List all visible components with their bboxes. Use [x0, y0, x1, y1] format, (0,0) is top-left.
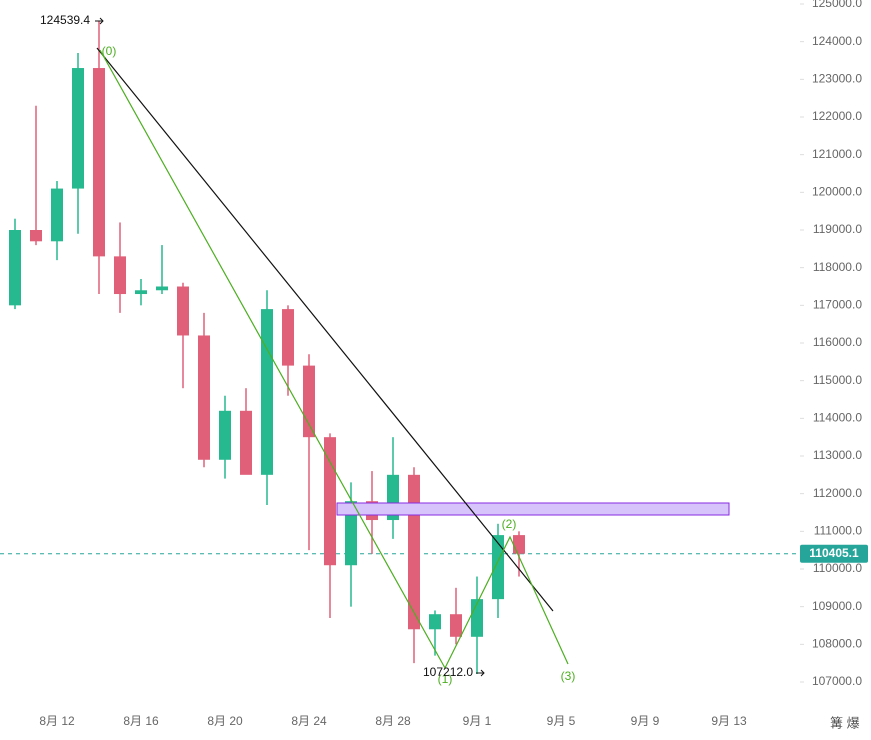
- low-annotation: 107212.0: [423, 665, 473, 679]
- x-tick-label: 8月 16: [123, 714, 159, 728]
- y-tick-label: 122000.0: [812, 109, 862, 123]
- y-tick-label: 115000.0: [813, 373, 862, 387]
- y-tick-label: 107000.0: [812, 674, 862, 688]
- y-tick-label: 114000.0: [813, 411, 862, 425]
- y-tick-label: 112000.0: [813, 486, 862, 500]
- y-tick-label: 111000.0: [814, 524, 863, 538]
- trend-line: [96, 47, 554, 612]
- y-tick-label: 125000.0: [812, 0, 862, 10]
- x-tick-label: 8月 28: [375, 714, 411, 728]
- x-tick-label: 8月 12: [39, 714, 75, 728]
- y-tick-label: 124000.0: [812, 34, 862, 48]
- y-tick-label: 116000.0: [813, 335, 862, 349]
- arrow: [476, 669, 485, 677]
- wave-label: (2): [502, 517, 517, 531]
- high-annotation: 124539.4: [40, 13, 90, 27]
- y-tick-label: 110000.0: [813, 561, 862, 575]
- y-tick-label: 123000.0: [812, 72, 862, 86]
- y-tick-label: 113000.0: [813, 448, 862, 462]
- y-tick-label: 109000.0: [812, 599, 862, 613]
- y-tick-label: 118000.0: [813, 260, 862, 274]
- wave-label: (1): [438, 672, 453, 686]
- wave-label: (0): [102, 44, 117, 58]
- x-tick-label: 9月 1: [463, 714, 492, 728]
- arrow: [95, 17, 104, 25]
- x-tick-label: 9月 5: [547, 714, 576, 728]
- last-price-label: 110405.1: [809, 546, 859, 560]
- x-tick-label: 8月 24: [291, 714, 327, 728]
- y-tick-label: 117000.0: [813, 298, 862, 312]
- resistance-zone: [336, 502, 730, 516]
- y-tick-label: 108000.0: [812, 637, 862, 651]
- y-tick-label: 120000.0: [812, 185, 862, 199]
- watermark: 篝 爆: [830, 715, 860, 730]
- last-price-tag: [800, 544, 868, 563]
- y-tick-label: 121000.0: [812, 147, 862, 161]
- wave-label: (3): [561, 669, 576, 683]
- x-tick-label: 9月 9: [631, 714, 660, 728]
- y-tick-label: 119000.0: [813, 222, 862, 236]
- x-tick-label: 9月 13: [711, 714, 747, 728]
- wave-line: [99, 49, 569, 670]
- x-tick-label: 8月 20: [207, 714, 243, 728]
